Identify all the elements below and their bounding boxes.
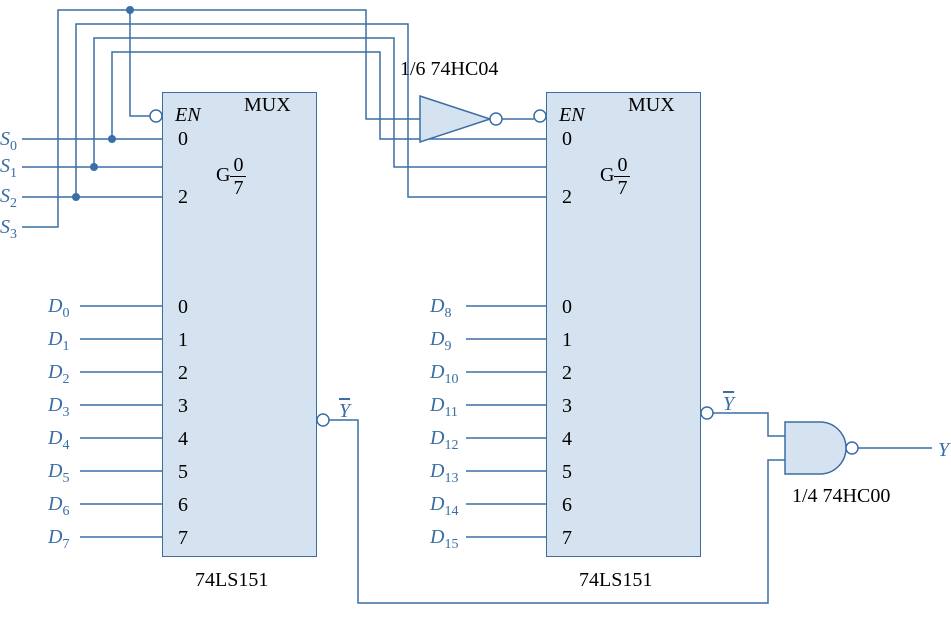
data-label-d14: D14 — [430, 493, 458, 520]
mux1-title: MUX — [244, 94, 291, 117]
mux2-pin-1: 1 — [562, 329, 572, 352]
mux2-title: MUX — [628, 94, 675, 117]
mux1-pin-5: 5 — [178, 461, 188, 484]
chip1-label: 74LS151 — [195, 569, 268, 592]
diagram-canvas: MUX EN 0 2 G07 74LS151 MUX EN 0 2 G07 74… — [0, 0, 951, 637]
chip2-label: 74LS151 — [579, 569, 652, 592]
mux1-pin-7: 7 — [178, 527, 188, 550]
mux2-g: G07 — [600, 154, 630, 199]
wiring-layer — [0, 0, 951, 637]
mux2-pin-6: 6 — [562, 494, 572, 517]
y-out-label: Y — [938, 439, 949, 462]
mux1-pin-4: 4 — [178, 428, 188, 451]
select-label-s2: S2 — [0, 185, 17, 212]
data-label-d9: D9 — [430, 328, 451, 355]
data-label-d1: D1 — [48, 328, 69, 355]
data-label-d3: D3 — [48, 394, 69, 421]
select-label-s0: S0 — [0, 128, 17, 155]
select-label-s1: S1 — [0, 155, 17, 182]
mux2-pin-5: 5 — [562, 461, 572, 484]
nand-label: 1/4 74HC00 — [792, 485, 890, 508]
data-label-d2: D2 — [48, 361, 69, 388]
inverter-label: 1/6 74HC04 — [400, 58, 498, 81]
data-label-d7: D7 — [48, 526, 69, 553]
mux1-g: G07 — [216, 154, 246, 199]
data-label-d5: D5 — [48, 460, 69, 487]
mux1-en-label: EN — [175, 104, 201, 127]
data-label-d12: D12 — [430, 427, 458, 454]
mux1-pin-1: 1 — [178, 329, 188, 352]
mux1-pin-0: 0 — [178, 296, 188, 319]
mux2-pin-4: 4 — [562, 428, 572, 451]
data-label-d6: D6 — [48, 493, 69, 520]
mux1-pin-6: 6 — [178, 494, 188, 517]
data-label-d11: D11 — [430, 394, 458, 421]
ybar1-label: Y — [339, 400, 350, 423]
mux2-en-label: EN — [559, 104, 585, 127]
mux1-pin-3: 3 — [178, 395, 188, 418]
select-label-s3: S3 — [0, 216, 17, 243]
data-label-d10: D10 — [430, 361, 458, 388]
mux2-pin-3: 3 — [562, 395, 572, 418]
data-label-d13: D13 — [430, 460, 458, 487]
data-label-d0: D0 — [48, 295, 69, 322]
mux2-sel2: 2 — [562, 186, 572, 209]
mux1-pin-2: 2 — [178, 362, 188, 385]
mux1-sel2: 2 — [178, 186, 188, 209]
mux2-sel0: 0 — [562, 128, 572, 151]
data-label-d15: D15 — [430, 526, 458, 553]
mux1-sel0: 0 — [178, 128, 188, 151]
ybar2-label: Y — [723, 393, 734, 416]
mux2-pin-2: 2 — [562, 362, 572, 385]
mux2-pin-7: 7 — [562, 527, 572, 550]
data-label-d4: D4 — [48, 427, 69, 454]
data-label-d8: D8 — [430, 295, 451, 322]
mux2-pin-0: 0 — [562, 296, 572, 319]
